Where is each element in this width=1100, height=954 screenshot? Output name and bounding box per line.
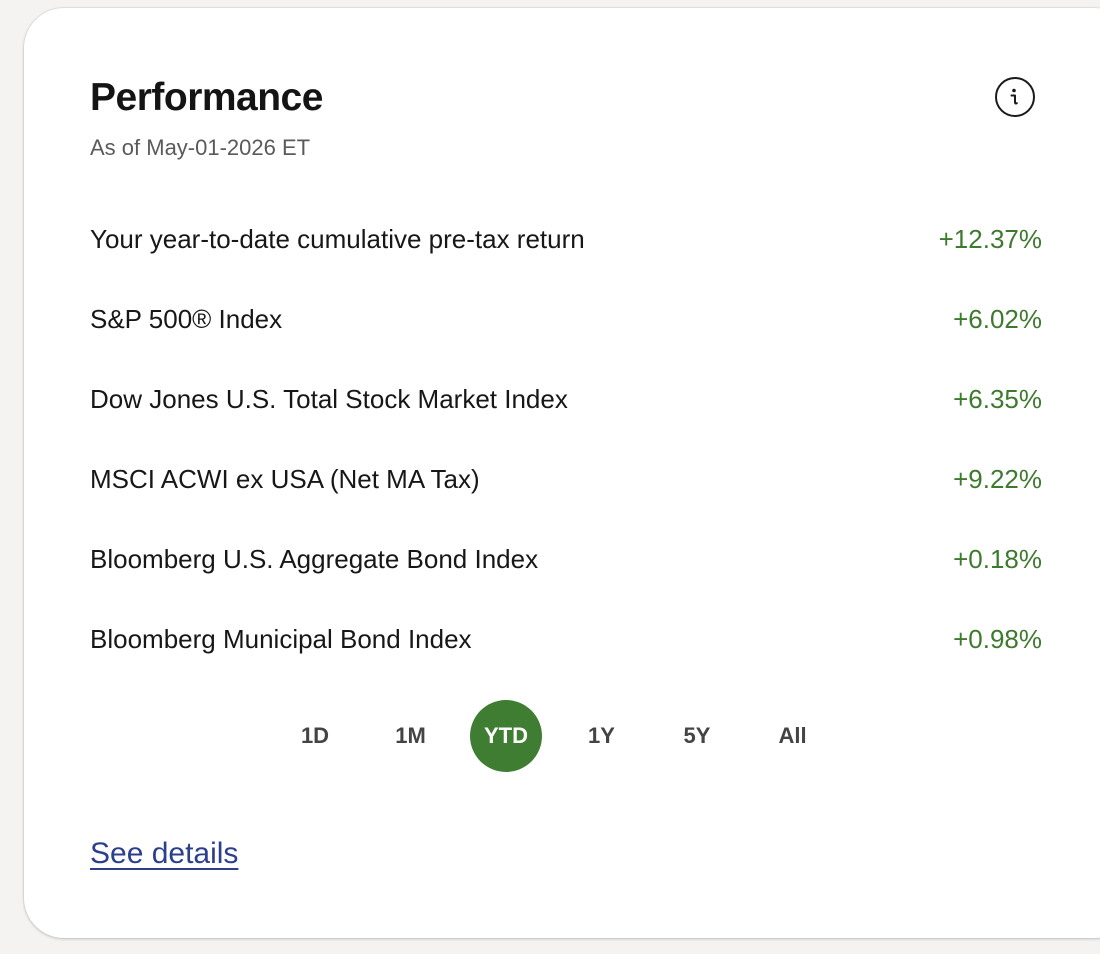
row-label: Dow Jones U.S. Total Stock Market Index [90,384,568,414]
row-value: +6.35% [953,384,1042,414]
performance-card: Performance As of May-01-2026 ET Your ye… [24,8,1100,938]
card-title: Performance [90,76,323,119]
performance-row: MSCI ACWI ex USA (Net MA Tax) +9.22% [90,448,1042,528]
period-all-button[interactable]: All [778,723,807,748]
performance-row: S&P 500® Index +6.02% [90,288,1042,368]
row-value: +0.18% [953,544,1042,574]
period-ytd-button[interactable]: YTD [470,700,542,772]
row-label: Bloomberg Municipal Bond Index [90,624,472,654]
period-1d-button[interactable]: 1D [300,723,330,748]
see-details-link[interactable]: See details [90,837,239,870]
row-value: +9.22% [953,464,1042,494]
row-label: MSCI ACWI ex USA (Net MA Tax) [90,464,480,494]
period-selector: 1D 1M YTD 1Y 5Y All [279,700,852,772]
performance-list: Your year-to-date cumulative pre-tax ret… [90,208,1042,688]
row-value: +6.02% [953,304,1042,334]
row-label: Your year-to-date cumulative pre-tax ret… [90,224,585,254]
performance-row: Bloomberg U.S. Aggregate Bond Index +0.1… [90,528,1042,608]
info-button[interactable] [995,77,1035,117]
performance-row: Bloomberg Municipal Bond Index +0.98% [90,608,1042,688]
performance-row: Dow Jones U.S. Total Stock Market Index … [90,368,1042,448]
row-value: +12.37% [938,224,1042,254]
row-label: Bloomberg U.S. Aggregate Bond Index [90,544,539,574]
row-label: S&P 500® Index [90,304,283,334]
row-value: +0.98% [953,624,1042,654]
period-1m-button[interactable]: 1M [395,723,426,748]
info-icon [1010,88,1018,105]
period-5y-button[interactable]: 5Y [683,723,711,748]
period-1y-button[interactable]: 1Y [588,723,615,748]
as-of-date: As of May-01-2026 ET [90,135,311,160]
performance-row: Your year-to-date cumulative pre-tax ret… [90,208,1042,288]
